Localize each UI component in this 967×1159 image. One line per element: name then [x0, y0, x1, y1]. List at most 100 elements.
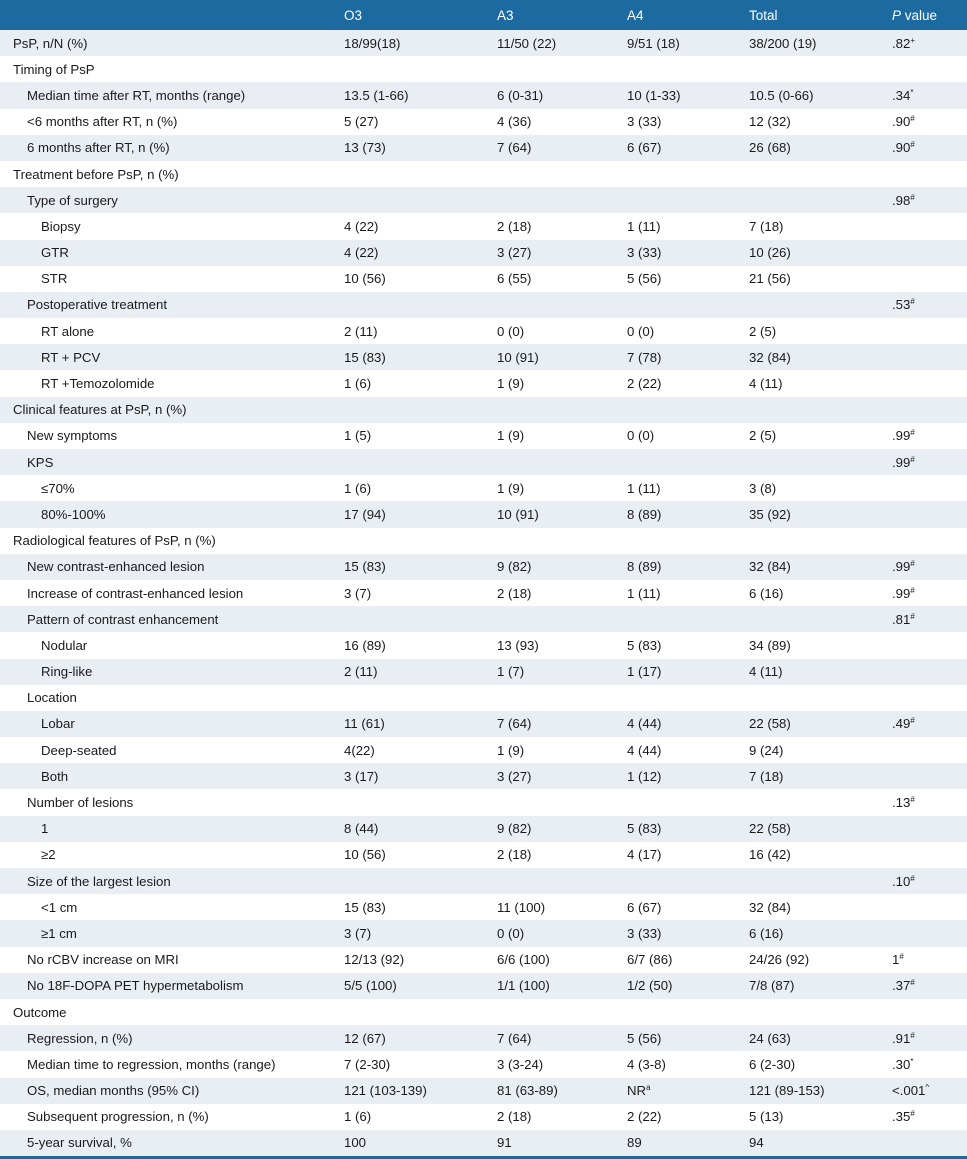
cell-o3: 3 (7): [334, 580, 487, 606]
cell-o3-text: 12 (67): [344, 1030, 386, 1046]
cell-a4-text: 89: [627, 1135, 642, 1151]
cell-total: 12 (32): [739, 109, 884, 135]
cell-a4: 1/2 (50): [617, 973, 739, 999]
row-label-text: New symptoms: [27, 428, 118, 444]
cell-a3: 1 (9): [487, 737, 617, 763]
cell-p-value-footnote-mark: #: [910, 585, 915, 595]
cell-a4-text: 4 (3-8): [627, 1056, 666, 1072]
cell-a4-footnote-mark: a: [646, 1083, 651, 1093]
table-row: KPS .99#: [0, 449, 967, 476]
cell-p-value: [884, 763, 967, 789]
cell-total: [739, 56, 884, 82]
cell-p-value-text: .37: [892, 978, 911, 994]
cell-o3: [334, 685, 487, 711]
cell-p-value: .90#: [884, 135, 967, 161]
row-label: 5-year survival, %: [0, 1130, 334, 1156]
cell-total: 2 (5): [739, 318, 884, 344]
cell-p-value-footnote-mark: #: [899, 952, 904, 962]
header-p-value: P value: [884, 0, 967, 30]
cell-o3: 15 (83): [334, 554, 487, 580]
table-row: Both 3 (17) 3 (27) 1 (12) 7 (18): [0, 763, 967, 790]
cell-p-value-text: .35: [892, 1109, 911, 1125]
header-p-italic: P: [892, 7, 902, 23]
table-row: Subsequent progression, n (%) 1 (6) 2 (18)…: [0, 1103, 967, 1130]
table-row: Increase of contrast-enhanced lesion 3 (7…: [0, 579, 967, 607]
table-row: 1 8 (44) 9 (82) 5 (83) 22 (58): [0, 815, 967, 842]
cell-p-value-footnote-mark: *: [910, 1056, 914, 1066]
cell-total: 121 (89-153): [739, 1078, 884, 1104]
cell-o3: 1 (6): [334, 475, 487, 501]
cell-o3: 100: [334, 1130, 487, 1156]
cell-p-value: .35#: [884, 1104, 967, 1130]
cell-a3: 4 (36): [487, 109, 617, 135]
cell-total: 6 (16): [739, 580, 884, 606]
cell-a4-text: 7 (78): [627, 349, 662, 365]
table-row: New contrast-enhanced lesion 15 (83) 9 (82…: [0, 553, 967, 580]
row-label-text: Location: [27, 690, 77, 706]
table-row: 6 months after RT, n (%) 13 (73) 7 (64) 6 (…: [0, 134, 967, 161]
cell-total-text: 10 (26): [749, 245, 791, 261]
row-label-text: Radiological features of PsP, n (%): [13, 533, 216, 549]
cell-a4-text: 4 (44): [627, 716, 662, 732]
row-label: Deep-seated: [0, 737, 334, 763]
table-row: Outcome: [0, 998, 967, 1026]
cell-a3: 6/6 (100): [487, 947, 617, 973]
row-label-text: New contrast-enhanced lesion: [27, 559, 205, 575]
cell-p-value: [884, 344, 967, 370]
cell-p-value-footnote-mark: #: [910, 1109, 915, 1119]
cell-a4: 1 (17): [617, 659, 739, 685]
row-label: Lobar: [0, 711, 334, 737]
table-row: Clinical features at PsP, n (%): [0, 396, 967, 423]
cell-p-value-text: .99: [892, 585, 911, 601]
cell-a4: 4 (17): [617, 842, 739, 868]
cell-o3-text: 2 (11): [344, 323, 378, 339]
cell-a4: 1 (11): [617, 580, 739, 606]
cell-a3-text: 10 (91): [497, 506, 539, 522]
row-label: No rCBV increase on MRI: [0, 947, 334, 973]
cell-a4: 2 (22): [617, 1104, 739, 1130]
cell-a3-text: 11/50 (22): [497, 35, 557, 51]
row-label: GTR: [0, 240, 334, 266]
cell-a4: 5 (83): [617, 632, 739, 658]
cell-p-value-text: .49: [892, 716, 911, 732]
cell-o3: 8 (44): [334, 816, 487, 842]
row-label-text: Subsequent progression, n (%): [27, 1109, 209, 1125]
table-row: ≥1 cm 3 (7) 0 (0) 3 (33) 6 (16): [0, 920, 967, 947]
row-label: 1: [0, 816, 334, 842]
cell-total: 32 (84): [739, 554, 884, 580]
row-label-text: No 18F-DOPA PET hypermetabolism: [27, 978, 244, 994]
cell-a4-text: 1 (11): [627, 218, 661, 234]
cell-o3-text: 4 (22): [344, 245, 379, 261]
cell-p-value-text: .30: [892, 1056, 911, 1072]
cell-a3-text: 1 (9): [497, 428, 525, 444]
row-label: Size of the largest lesion: [0, 868, 334, 894]
cell-p-value: [884, 842, 967, 868]
cell-o3: 12 (67): [334, 1025, 487, 1051]
row-label: OS, median months (95% CI): [0, 1078, 334, 1104]
row-label: Radiological features of PsP, n (%): [0, 528, 334, 554]
cell-a3: [487, 789, 617, 815]
row-label: <6 months after RT, n (%): [0, 109, 334, 135]
cell-p-value: [884, 318, 967, 344]
cell-a4: 0 (0): [617, 423, 739, 449]
row-label: Pattern of contrast enhancement: [0, 606, 334, 632]
table-row: <1 cm 15 (83) 11 (100) 6 (67) 32 (84): [0, 894, 967, 921]
cell-a4-text: 9/51 (18): [627, 35, 680, 51]
cell-p-value: .30*: [884, 1051, 967, 1077]
cell-p-value: [884, 397, 967, 423]
cell-p-value-footnote-mark: #: [910, 795, 915, 805]
table-row: Median time to regression, months (range…: [0, 1051, 967, 1078]
header-label: [0, 0, 334, 30]
row-label-text: Nodular: [41, 637, 88, 653]
table-row: STR 10 (56) 6 (55) 5 (56) 21 (56): [0, 265, 967, 292]
cell-p-value-text: <.001: [892, 1083, 926, 1099]
cell-a3-text: 81 (63-89): [497, 1083, 558, 1099]
cell-p-value: <.001^: [884, 1078, 967, 1104]
table-row: Pattern of contrast enhancement .81#: [0, 606, 967, 633]
cell-a4: 4 (3-8): [617, 1051, 739, 1077]
cell-total-text: 32 (84): [749, 559, 791, 575]
cell-a4-text: 5 (83): [627, 821, 662, 837]
cell-a4: 5 (83): [617, 816, 739, 842]
table-row: No 18F-DOPA PET hypermetabolism 5/5 (100)…: [0, 972, 967, 999]
cell-p-value: .98#: [884, 187, 967, 213]
